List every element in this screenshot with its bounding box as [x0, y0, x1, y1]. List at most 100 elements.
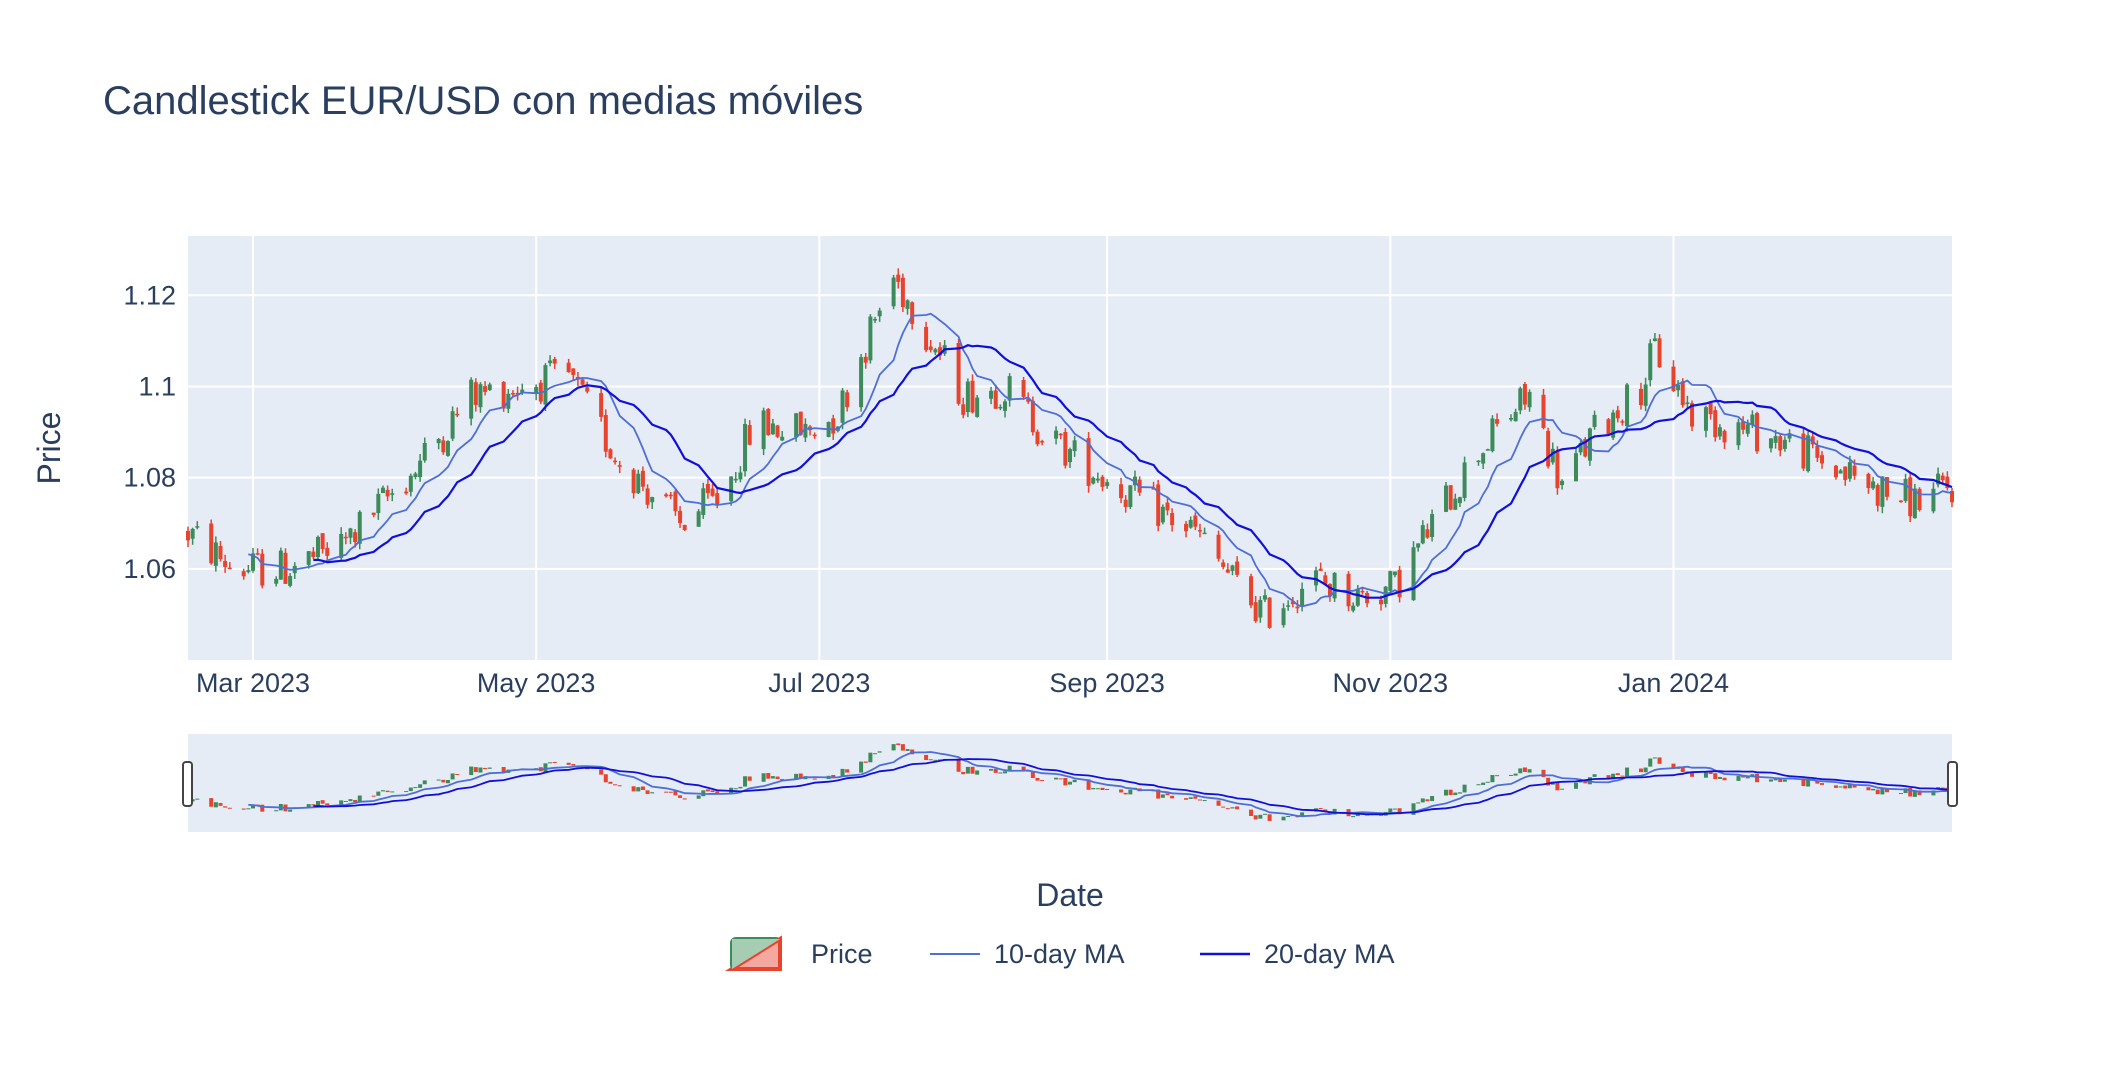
candle-decreasing[interactable] — [311, 551, 316, 557]
candle-increasing[interactable] — [1091, 477, 1096, 484]
candle-decreasing[interactable] — [1940, 475, 1945, 481]
candle-decreasing[interactable] — [710, 488, 715, 496]
candle-decreasing[interactable] — [371, 512, 376, 515]
candle-decreasing[interactable] — [617, 465, 622, 467]
candle-increasing[interactable] — [1717, 427, 1722, 437]
candle-decreasing[interactable] — [845, 392, 850, 408]
candle-decreasing[interactable] — [1379, 599, 1384, 605]
candle-increasing[interactable] — [1300, 588, 1305, 606]
candle-increasing[interactable] — [380, 487, 385, 494]
legend-item-10-day-ma[interactable]: 10-day MA — [930, 939, 1125, 969]
candle-decreasing[interactable] — [1945, 476, 1950, 489]
candle-increasing[interactable] — [348, 528, 353, 538]
candle-increasing[interactable] — [339, 534, 344, 558]
candle-increasing[interactable] — [1188, 519, 1193, 528]
candle-decreasing[interactable] — [1267, 597, 1272, 628]
candle-decreasing[interactable] — [682, 525, 687, 530]
candle-increasing[interactable] — [1847, 462, 1852, 479]
candle-decreasing[interactable] — [501, 381, 506, 409]
candle-decreasing[interactable] — [970, 380, 975, 413]
candle-decreasing[interactable] — [1425, 529, 1430, 538]
candle-increasing[interactable] — [1485, 449, 1490, 451]
candle-decreasing[interactable] — [1638, 388, 1643, 406]
candle-increasing[interactable] — [520, 389, 525, 394]
range-slider-right-handle[interactable] — [1947, 761, 1958, 807]
candle-decreasing[interactable] — [812, 434, 817, 437]
candle-decreasing[interactable] — [1026, 398, 1031, 402]
candle-decreasing[interactable] — [404, 491, 409, 494]
candle-decreasing[interactable] — [1917, 488, 1922, 511]
candle-decreasing[interactable] — [1708, 403, 1713, 415]
candle-increasing[interactable] — [636, 473, 641, 494]
candle-increasing[interactable] — [1281, 608, 1286, 626]
candle-decreasing[interactable] — [1221, 562, 1226, 567]
candle-increasing[interactable] — [1936, 473, 1941, 485]
candle-decreasing[interactable] — [673, 491, 678, 512]
candle-decreasing[interactable] — [1908, 477, 1913, 517]
candle-decreasing[interactable] — [1151, 488, 1156, 490]
candle-increasing[interactable] — [1258, 599, 1263, 618]
candle-increasing[interactable] — [1880, 476, 1885, 507]
candle-increasing[interactable] — [436, 438, 441, 444]
candle-increasing[interactable] — [868, 316, 873, 361]
candle-increasing[interactable] — [1444, 485, 1449, 512]
candle-decreasing[interactable] — [766, 409, 771, 436]
candle-increasing[interactable] — [548, 360, 553, 364]
candle-increasing[interactable] — [1003, 401, 1008, 411]
candle-increasing[interactable] — [274, 578, 279, 584]
candle-decreasing[interactable] — [1327, 584, 1332, 597]
candle-decreasing[interactable] — [1583, 439, 1588, 457]
candle-increasing[interactable] — [315, 536, 320, 558]
candle-increasing[interactable] — [1072, 440, 1077, 452]
candle-increasing[interactable] — [1054, 430, 1059, 439]
candle-increasing[interactable] — [761, 410, 766, 450]
candle-decreasing[interactable] — [1615, 410, 1620, 419]
candle-increasing[interactable] — [1560, 480, 1565, 486]
candle-increasing[interactable] — [1128, 485, 1133, 507]
legend-item-20-day-ma[interactable]: 20-day MA — [1200, 939, 1395, 969]
candle-decreasing[interactable] — [747, 425, 752, 445]
candle-decreasing[interactable] — [798, 411, 803, 435]
candle-decreasing[interactable] — [863, 356, 868, 363]
candle-increasing[interactable] — [418, 460, 423, 478]
candle-increasing[interactable] — [1587, 428, 1592, 461]
candle-decreasing[interactable] — [1671, 366, 1676, 391]
candle-decreasing[interactable] — [1123, 499, 1128, 507]
candle-decreasing[interactable] — [1866, 473, 1871, 488]
candle-increasing[interactable] — [357, 511, 362, 544]
candle-decreasing[interactable] — [1885, 477, 1890, 497]
candle-increasing[interactable] — [1453, 498, 1458, 510]
candle-increasing[interactable] — [1750, 414, 1755, 426]
candle-decreasing[interactable] — [668, 494, 673, 497]
candle-increasing[interactable] — [450, 411, 455, 439]
candle-decreasing[interactable] — [1170, 513, 1175, 526]
20-day-ma-line[interactable] — [313, 344, 1953, 599]
candle-decreasing[interactable] — [580, 379, 585, 385]
candle-increasing[interactable] — [1388, 571, 1393, 591]
candle-decreasing[interactable] — [775, 425, 780, 437]
candle-increasing[interactable] — [1457, 497, 1462, 504]
candle-decreasing[interactable] — [928, 346, 933, 350]
candle-decreasing[interactable] — [1063, 431, 1068, 466]
candle-increasing[interactable] — [1513, 411, 1518, 422]
candle-increasing[interactable] — [413, 473, 418, 478]
candle-increasing[interactable] — [1420, 525, 1425, 544]
candle-increasing[interactable] — [1912, 488, 1917, 519]
candle-increasing[interactable] — [390, 493, 395, 495]
candle-decreasing[interactable] — [1021, 379, 1026, 397]
candle-decreasing[interactable] — [900, 277, 905, 308]
candle-increasing[interactable] — [998, 406, 1003, 409]
candle-decreasing[interactable] — [1253, 602, 1258, 622]
candle-decreasing[interactable] — [715, 493, 720, 505]
candle-decreasing[interactable] — [678, 510, 683, 524]
candle-decreasing[interactable] — [1713, 410, 1718, 438]
candle-decreasing[interactable] — [1156, 484, 1161, 526]
candle-increasing[interactable] — [376, 493, 381, 514]
candle-decreasing[interactable] — [1898, 500, 1903, 503]
candle-decreasing[interactable] — [1035, 431, 1040, 445]
candle-increasing[interactable] — [195, 526, 200, 528]
candle-increasing[interactable] — [1462, 462, 1467, 498]
candle-increasing[interactable] — [1611, 412, 1616, 438]
candle-decreasing[interactable] — [1249, 576, 1254, 606]
candle-decreasing[interactable] — [1778, 436, 1783, 451]
